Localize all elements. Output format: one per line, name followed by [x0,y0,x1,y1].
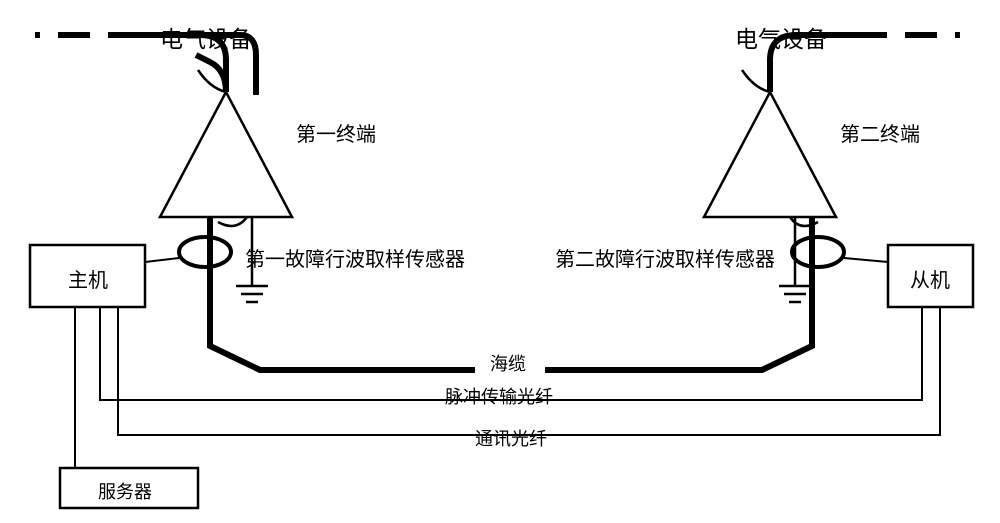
label-server: 服务器 [98,478,152,504]
host-to-sensor1 [145,258,179,262]
label-slave: 从机 [910,264,950,293]
label-sensor1: 第一故障行波取样传感器 [245,243,465,272]
label-terminal2: 第二终端 [840,118,920,147]
terminal-2-triangle [704,92,836,217]
label-equip-right: 电气设备 [735,20,827,54]
terminal-1-triangle [160,92,292,217]
sensor-2-ring [792,237,844,267]
label-sensor2: 第二故障行波取样传感器 [555,243,775,272]
label-pulse-fiber: 脉冲传输光纤 [445,383,553,409]
terminal-1-tail [218,217,247,226]
label-comm-fiber: 通讯光纤 [475,425,547,451]
diagram-canvas: 电气设备 电气设备 第一终端 第二终端 第一故障行波取样传感器 第二故障行波取样… [0,0,1000,523]
label-sea-cable: 海缆 [490,350,526,376]
sea-cable-right [545,217,812,370]
label-terminal1: 第一终端 [296,118,376,147]
comm-fiber-line [118,307,940,435]
feed-right-hook [742,70,770,92]
sensor-1-ring [179,237,231,267]
label-host: 主机 [68,264,108,293]
slave-to-sensor2 [844,258,888,262]
label-equip-left: 电气设备 [160,20,252,54]
